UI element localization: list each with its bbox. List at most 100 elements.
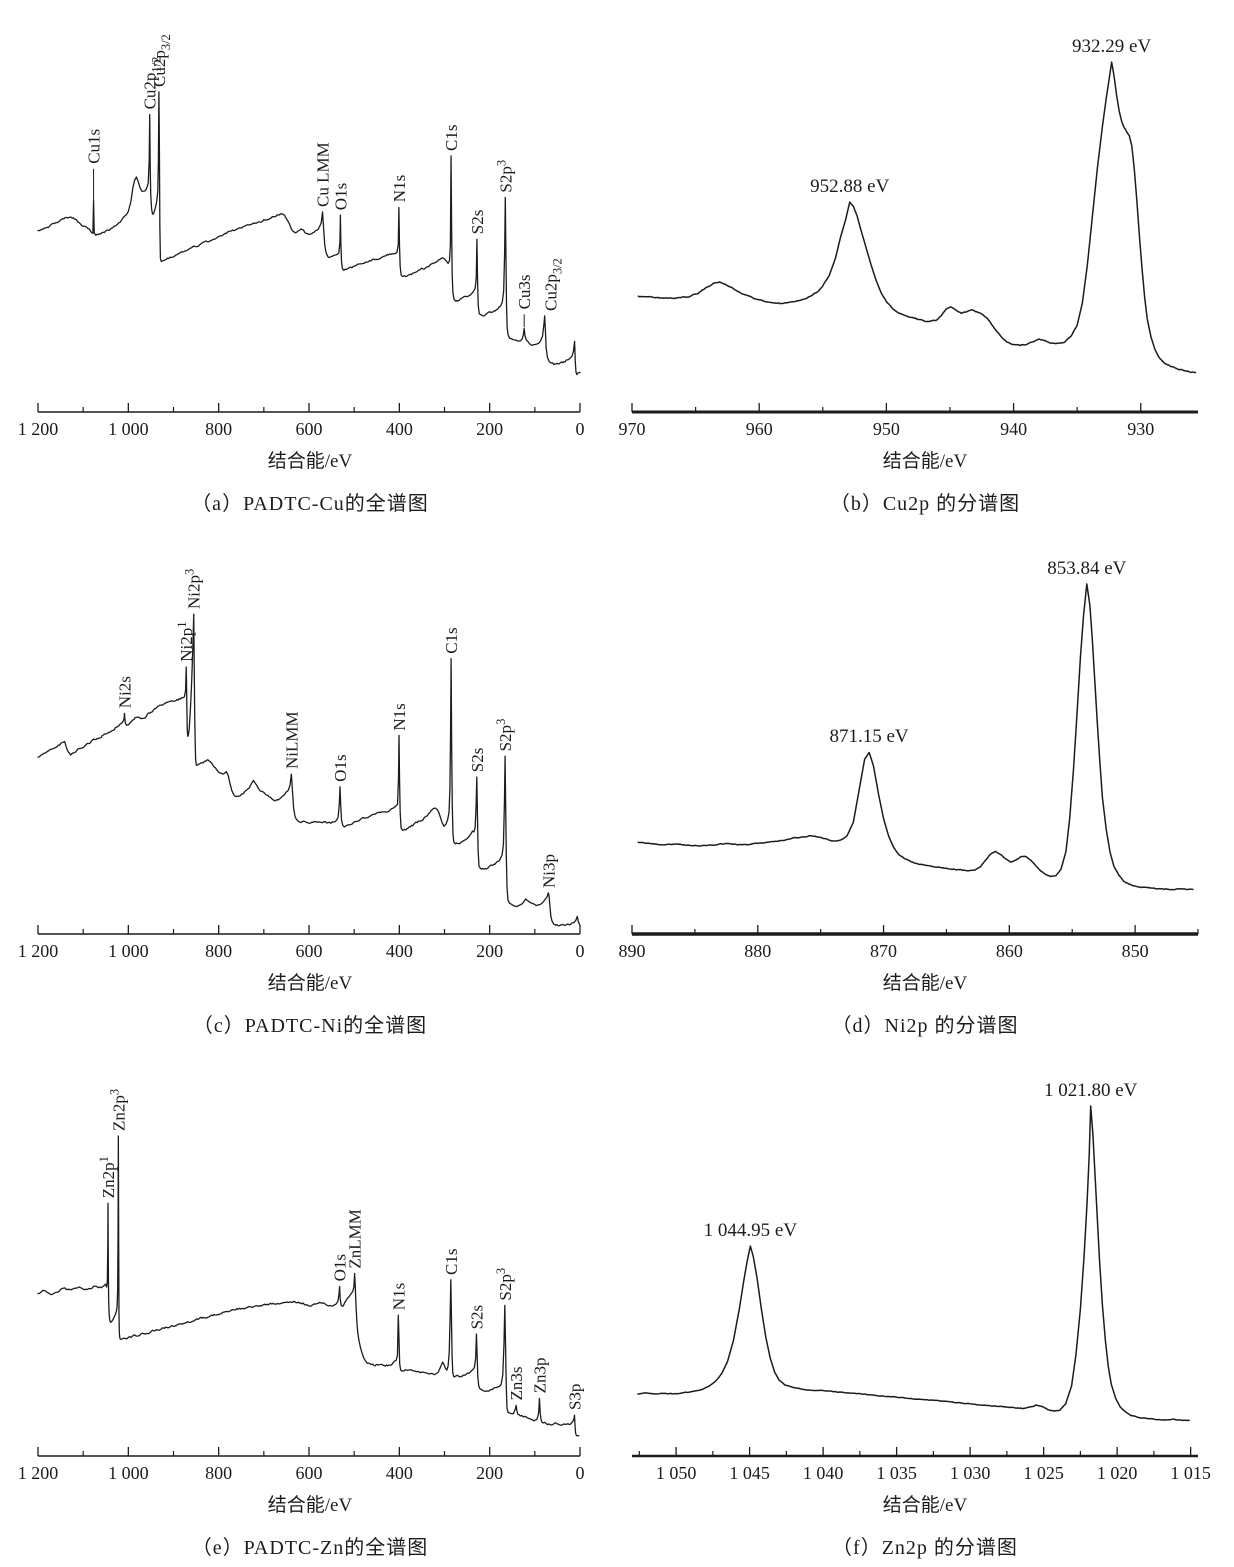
x-tick-label: 890	[619, 941, 646, 961]
panel-caption-a: （a）PADTC-Cu的全谱图	[191, 493, 429, 515]
peak-label: Ni3p	[539, 854, 558, 888]
spectrum-chart-padtc-cu-survey: 1 200 1 000 800 600 400 200 0Cu1sCu2p1/2Cu2p3/…	[18, 34, 585, 439]
spectrum-trace	[37, 91, 581, 376]
x-tick-label: 940	[1000, 419, 1027, 439]
x-tick-label: 0	[576, 941, 585, 961]
x-tick-label: 930	[1127, 419, 1154, 439]
peak-label: Cu1s	[85, 129, 104, 164]
peak-label: Ni2p1	[175, 622, 196, 662]
x-tick-label: 1 200	[18, 1463, 59, 1483]
x-tick-label: 600	[296, 419, 323, 439]
peak-label: Cu2p3/2	[542, 258, 565, 311]
x-tick-label: 1 025	[1023, 1463, 1064, 1483]
spectrum-trace	[37, 613, 581, 927]
spectrum-chart-padtc-zn-survey: 1 200 1 000 800 600 400 200 0 Zn2p1 Zn2p3 O1sZnLM…	[18, 1089, 585, 1483]
x-tick-label: 400	[386, 941, 413, 961]
x-tick-label: 800	[205, 941, 232, 961]
panel-caption-f: （f）Zn2p 的分谱图	[832, 1537, 1018, 1559]
spectrum-trace	[637, 1105, 1190, 1422]
peak-label: Cu3s	[515, 274, 534, 309]
x-tick-label: 0	[576, 419, 585, 439]
panel-e: 1 200 1 000 800 600 400 200 0 Zn2p1 Zn2p3 O1s ZnLM…	[0, 1044, 620, 1567]
panel-f: 1 050 1 045 1 040 1 035 1 030 1 025 1 020 1 015…	[620, 1044, 1234, 1567]
spectrum-trace	[637, 61, 1197, 374]
peak-label: 853.84 eV	[1047, 558, 1126, 579]
panel-caption-c: （c）PADTC-Ni的全谱图	[192, 1015, 428, 1037]
panel-d: 890 880 870 860 850 871.15 eV 853.84 eV 结合能/eV…	[619, 522, 1234, 1044]
peak-label: Zn3s	[507, 1366, 526, 1400]
peak-label: ZnLMM	[346, 1209, 365, 1269]
panel-c: 1 200 1 000 800 600 400 200 0 Ni2s Ni2p1 Ni2p3 NiL…	[0, 522, 620, 1044]
x-axis-title-a: 结合能/eV	[267, 451, 353, 472]
x-tick-label: 1 200	[18, 941, 59, 961]
peak-label: Cu2p1/2	[141, 57, 164, 110]
peak-label: Cu LMM	[314, 142, 333, 207]
x-axis-title-f: 结合能/eV	[882, 1495, 968, 1516]
peak-label: N1s	[390, 175, 409, 202]
x-tick-label: 0	[576, 1463, 585, 1483]
peak-label: Ni2p3	[183, 569, 204, 609]
x-tick-label: 950	[873, 419, 900, 439]
panel-a: 1 200 1 000 800 600 400 200 0 Cu1s Cu2p1/2 Cu2p3/…	[0, 0, 620, 522]
x-tick-label: 200	[476, 941, 503, 961]
peak-label: Zn3p	[530, 1358, 549, 1394]
peak-label: C1s	[442, 125, 461, 151]
peak-label: S2s	[468, 210, 487, 235]
x-tick-label: 1 000	[108, 419, 149, 439]
peak-label: S3p	[565, 1384, 584, 1410]
x-tick-label: 600	[296, 941, 323, 961]
peak-label: NiLMM	[282, 711, 301, 769]
x-tick-label: 1 035	[876, 1463, 917, 1483]
spectrum-chart-padtc-ni-survey: 1 200 1 000 800 600 400 200 0 Ni2s Ni2p1 Ni2p3 NiL…	[18, 569, 585, 961]
x-axis-title-b: 结合能/eV	[882, 451, 968, 472]
x-tick-label: 1 000	[108, 1463, 149, 1483]
peak-label: N1s	[389, 1283, 408, 1310]
peak-label: S2p3	[494, 719, 515, 752]
x-tick-label: 1 045	[729, 1463, 770, 1483]
spectrum-chart-zn2p-split: 1 050 1 045 1 040 1 035 1 030 1 025 1 020 1 015…	[632, 1080, 1211, 1483]
peak-label: S2s	[467, 1305, 486, 1330]
peak-label: 871.15 eV	[830, 726, 909, 747]
x-tick-label: 860	[996, 941, 1023, 961]
panel-caption-e: （e）PADTC-Zn的全谱图	[191, 1537, 429, 1559]
x-tick-label: 850	[1122, 941, 1149, 961]
x-tick-label: 1 040	[803, 1463, 844, 1483]
peak-label: O1s	[331, 183, 350, 210]
x-tick-label: 880	[744, 941, 771, 961]
x-tick-label: 400	[386, 419, 413, 439]
peak-label: S2s	[468, 748, 487, 773]
x-tick-label: 960	[746, 419, 773, 439]
x-tick-label: 1 015	[1170, 1463, 1211, 1483]
peak-label: Cu2p3/2	[150, 34, 173, 87]
peak-label: Ni2s	[115, 676, 134, 708]
peak-label: 1 021.80 eV	[1044, 1080, 1138, 1101]
x-tick-label: 1 020	[1097, 1463, 1138, 1483]
x-tick-label: 800	[205, 1463, 232, 1483]
peak-label: S2p3	[494, 1268, 515, 1301]
peak-label: O1s	[331, 1254, 350, 1281]
peak-label: 932.29 eV	[1072, 36, 1151, 57]
peak-label: Zn2p1	[97, 1156, 118, 1198]
spectrum-trace	[637, 583, 1194, 891]
x-tick-label: 1 000	[108, 941, 149, 961]
peak-label: N1s	[390, 703, 409, 730]
peak-label: Zn2p3	[107, 1089, 128, 1131]
x-tick-label: 970	[619, 419, 646, 439]
spectrum-chart-ni2p-split: 890 880 870 860 850 871.15 eV 853.84 eV	[619, 558, 1199, 961]
x-tick-label: 200	[476, 1463, 503, 1483]
panel-caption-d: （d）Ni2p 的分谱图	[831, 1015, 1019, 1037]
x-axis-title-e: 结合能/eV	[267, 1495, 353, 1516]
x-tick-label: 870	[870, 941, 897, 961]
x-tick-label: 400	[386, 1463, 413, 1483]
x-axis-title-c: 结合能/eV	[267, 973, 353, 994]
spectrum-chart-cu2p-split: 970 960 950 940 930 952.88 eV 932.29 eV	[619, 36, 1198, 439]
x-tick-label: 200	[476, 419, 503, 439]
peak-label: O1s	[331, 754, 350, 781]
peak-label: 1 044.95 eV	[704, 1220, 798, 1241]
peak-label: C1s	[442, 627, 461, 653]
peak-label: 952.88 eV	[810, 176, 889, 197]
panel-b: 970 960 950 940 930 952.88 eV 932.29 eV 结合能/eV…	[619, 0, 1234, 522]
peak-label: C1s	[442, 1249, 461, 1275]
